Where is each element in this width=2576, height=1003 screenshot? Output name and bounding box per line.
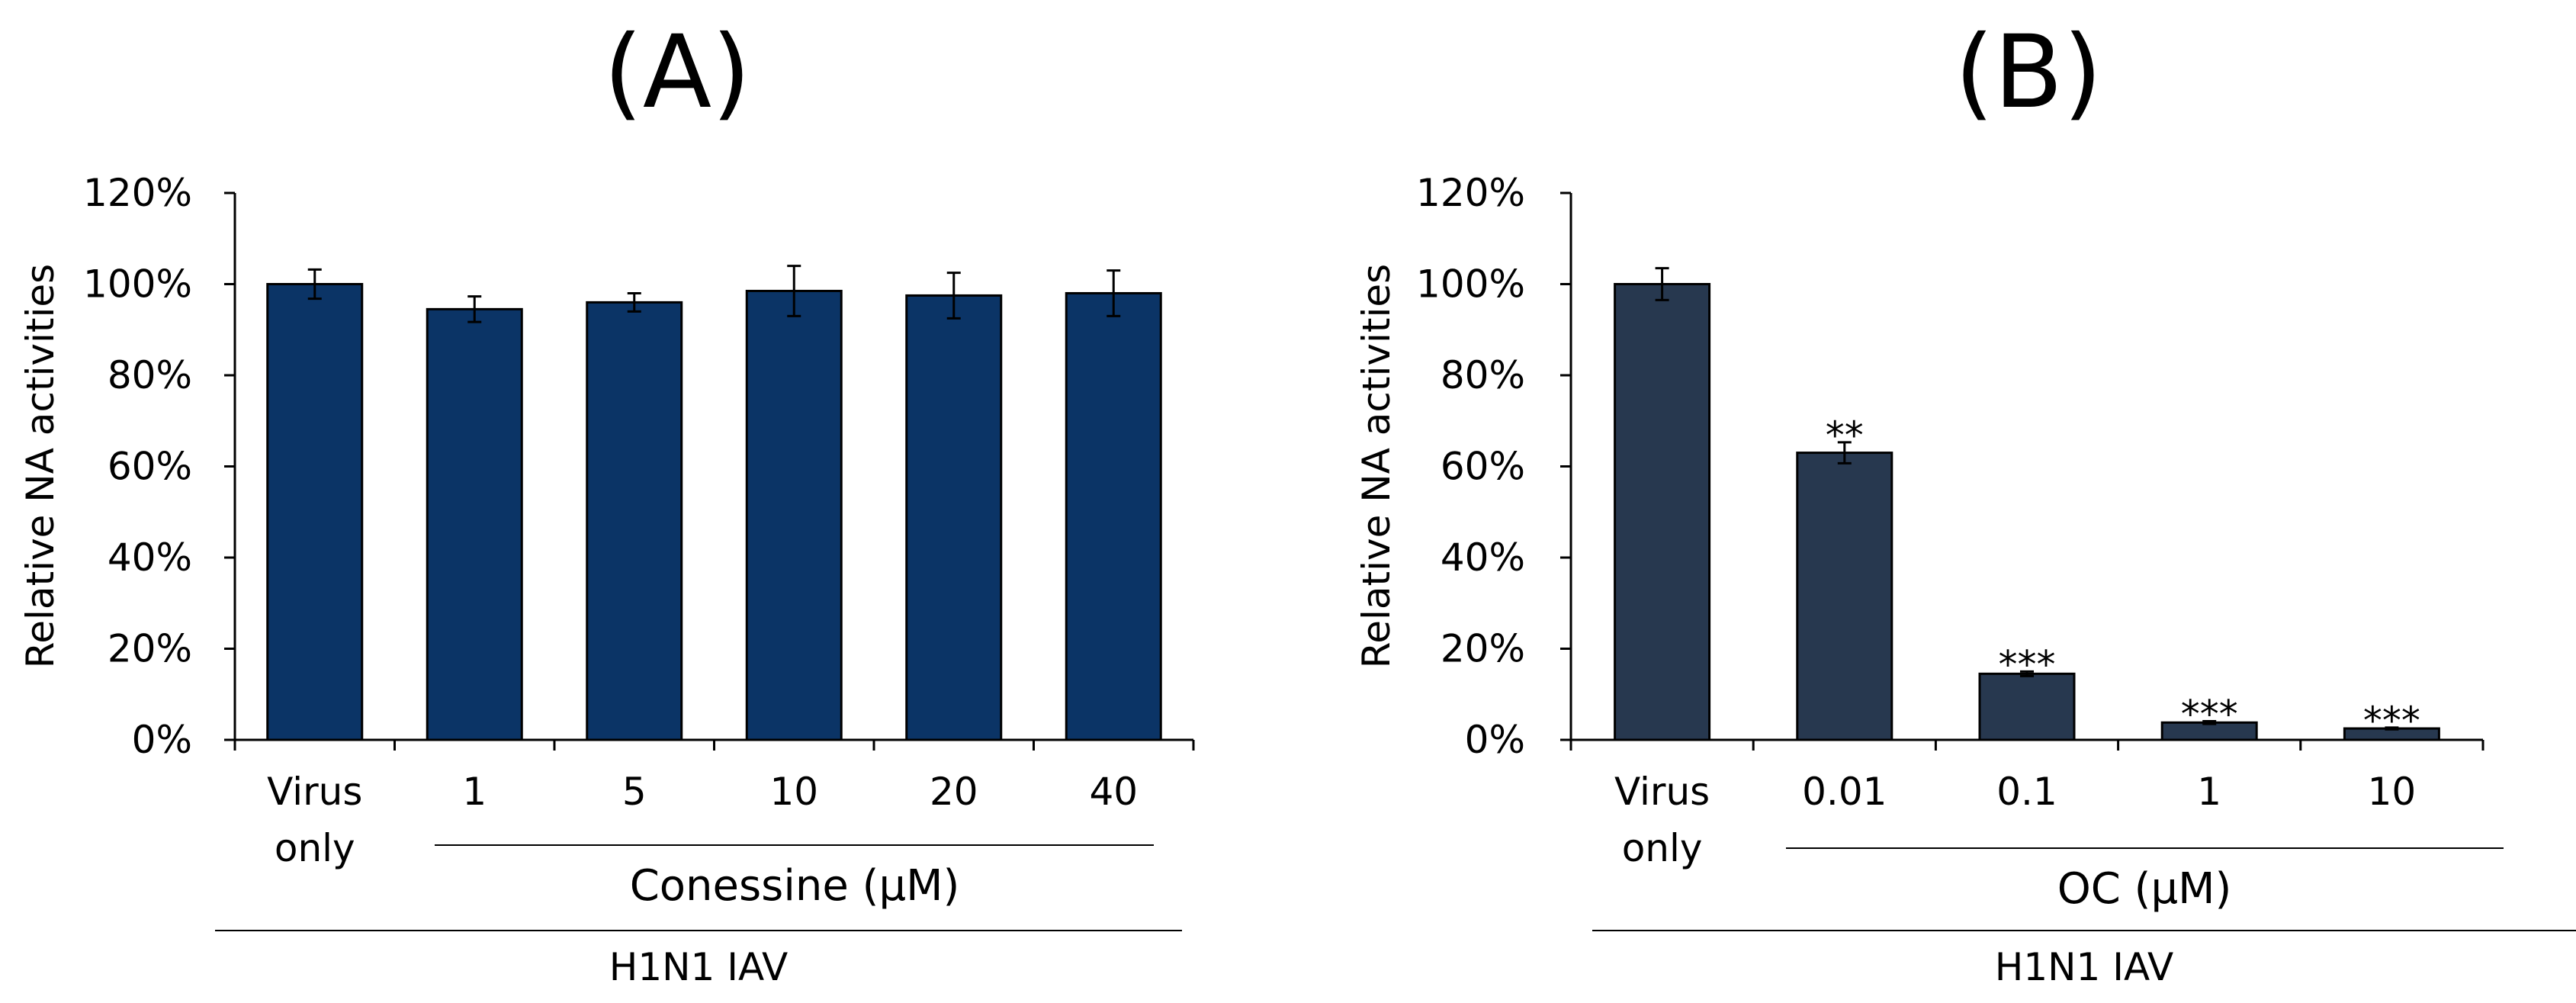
x-tick-label: 0.01 [1802,770,1887,814]
y-tick-label: 120% [1416,171,1525,215]
chart-panel-b: (B) Relative NA activities 0% 20% 40% 60% 80% 1… [1354,14,2576,989]
bar [745,289,843,741]
group-label: Conessine (μM) [630,861,960,911]
significance-label: *** [2363,699,2420,743]
footer-label: H1N1 IAV [609,945,788,989]
x-tick-label: 40 [1089,770,1138,814]
x-tick-label: 1 [462,770,487,814]
y-axis-label: Relative NA activities [18,264,63,668]
y-tick-label: 20% [1441,627,1525,671]
x-tick-label: 0.1 [1996,770,2057,814]
x-tick-label: only [1622,826,1703,870]
x-tick-label: 20 [930,770,978,814]
y-tick-label: 80% [1441,353,1525,397]
y-tick-label: 80% [108,353,192,397]
group-label: OC (μM) [2057,864,2232,914]
x-tick-label: 5 [622,770,647,814]
bar [1796,452,1893,741]
y-tick-label: 60% [1441,445,1525,489]
x-tick-label: Virus [1614,770,1710,814]
y-tick-label: 120% [83,171,192,215]
bar [905,294,1003,741]
bar [1614,283,1711,741]
bar [266,283,364,741]
y-tick-label: 60% [108,445,192,489]
bar [586,301,683,741]
significance-label: ** [1826,413,1864,458]
y-tick-label: 40% [1441,535,1525,580]
y-tick-label: 0% [1465,718,1525,762]
y-tick-label: 20% [108,627,192,671]
significance-label: *** [1999,642,2056,686]
bar [426,307,523,741]
x-tick-label: 10 [2368,770,2417,814]
bar [1978,672,2076,741]
x-tick-label: 1 [2197,770,2221,814]
panel-label: (B) [1954,14,2102,131]
y-tick-label: 100% [83,262,192,307]
y-tick-label: 40% [108,535,192,580]
footer-label: H1N1 IAV [1995,945,2173,989]
x-tick-label: only [275,826,355,870]
significance-label: *** [2181,693,2238,737]
bar [1065,291,1162,741]
y-tick-label: 100% [1416,262,1525,307]
y-tick-label: 0% [132,718,192,762]
chart-panel-a: (A) Relative NA activities 0% 20% 40% 60% 80% 1… [18,14,1195,989]
x-tick-label: 10 [769,770,818,814]
panel-label: (A) [603,14,750,131]
y-axis-label: Relative NA activities [1354,264,1399,668]
x-tick-label: Virus [267,770,362,814]
